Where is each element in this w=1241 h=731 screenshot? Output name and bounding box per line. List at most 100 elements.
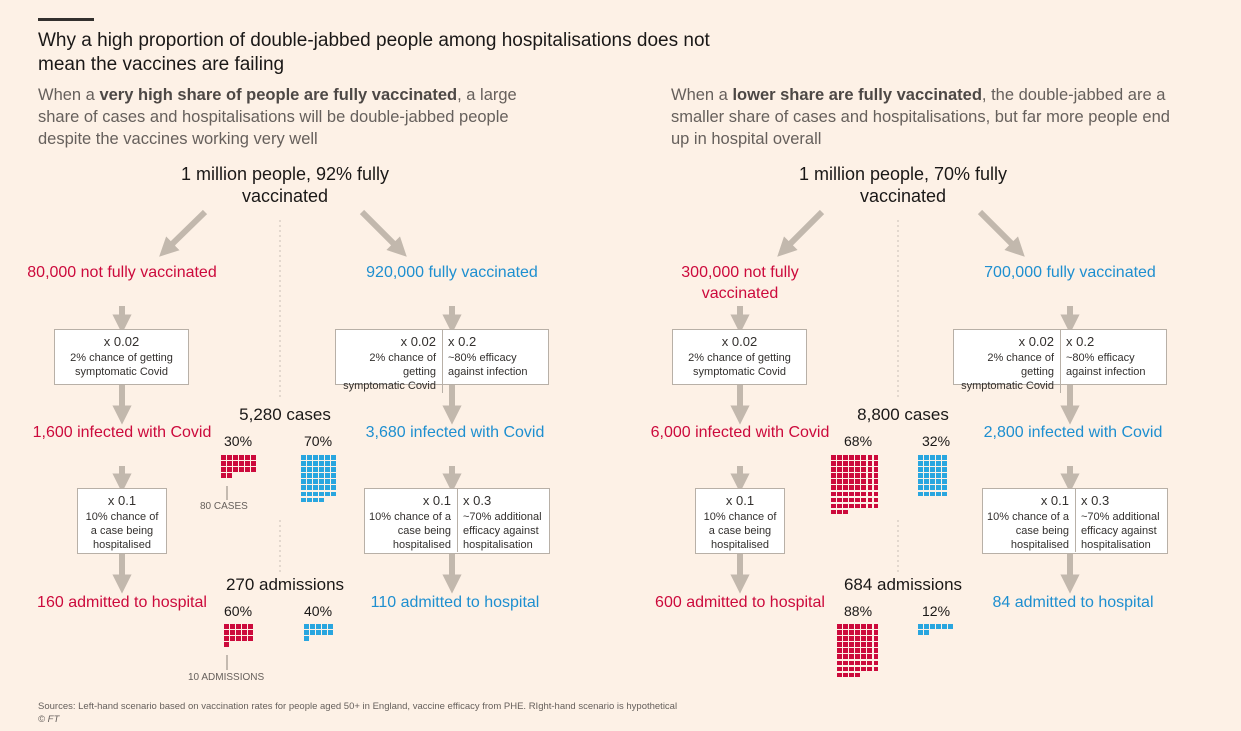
waffle-square	[924, 473, 929, 478]
waffle-square	[936, 479, 941, 484]
arrow-left-split-b	[359, 209, 407, 257]
waffle-square	[331, 491, 337, 497]
right-cases-header: 8,800 cases	[857, 405, 949, 424]
waffle-square	[873, 491, 879, 497]
waffle-square	[843, 672, 848, 678]
waffle-square	[855, 479, 860, 484]
waffle-square	[843, 461, 848, 466]
waffle-square	[328, 630, 333, 635]
multiplier: x 0.02	[400, 334, 436, 349]
waffle-square	[861, 666, 866, 672]
waffle-square	[924, 455, 929, 460]
waffle-square	[849, 654, 854, 660]
right-adm-vacc-pct: 12%	[922, 603, 951, 619]
arrow-right-split-a	[777, 209, 825, 257]
left-subtitle-bold: very high share of people are fully vacc…	[99, 86, 458, 104]
waffle-square	[855, 485, 860, 491]
waffle-square	[221, 455, 226, 460]
waffle-square	[301, 497, 306, 503]
multiplier-desc: ~80% efficacy against infection	[1066, 352, 1146, 378]
waffle-square	[873, 473, 879, 478]
left-not-vaccinated-group: 80,000 not fully vaccinated	[27, 264, 217, 281]
waffle-square	[313, 491, 318, 497]
waffle-square	[924, 630, 929, 635]
waffle-square	[918, 461, 923, 466]
waffle-square	[831, 473, 836, 478]
waffle-square	[230, 636, 235, 641]
waffle-square	[861, 660, 866, 666]
waffle-square	[242, 636, 247, 641]
waffle-square	[849, 461, 854, 466]
waffle-square	[855, 660, 860, 666]
waffle-square	[867, 648, 873, 653]
waffle-square	[837, 485, 842, 491]
waffle-square	[861, 648, 866, 653]
waffle-square	[301, 461, 306, 466]
left-unvacc-admitted: 160 admitted to hospital	[37, 594, 207, 611]
waffle-square	[924, 467, 929, 472]
left-cases-vacc-pct: 70%	[304, 433, 333, 449]
waffle-square	[236, 624, 241, 629]
multiplier: x 0.2	[1066, 334, 1095, 349]
right-cases-unvacc-pct: 68%	[844, 433, 873, 449]
multiplier-desc: 10% chance of a case being hospitalised	[703, 511, 777, 551]
waffle-square	[242, 630, 247, 635]
waffle-square	[861, 636, 866, 641]
left-vacc-infected: 3,680 infected with Covid	[365, 424, 545, 441]
waffle-square	[837, 636, 842, 641]
multiplier-desc: 10% chance of a case being hospitalised	[85, 511, 159, 551]
waffle-square	[849, 660, 854, 666]
left-cases-unvacc-pct: 30%	[224, 433, 253, 449]
waffle-square	[942, 467, 947, 472]
waffle-square	[867, 485, 873, 491]
waffle-square	[930, 479, 935, 484]
waffle-square	[843, 630, 848, 635]
waffle-square	[855, 473, 860, 478]
waffle-square	[325, 491, 330, 497]
waffle-square	[233, 461, 238, 466]
waffle-square	[936, 467, 941, 472]
waffle-square	[831, 455, 836, 460]
waffle-square	[837, 497, 842, 503]
waffle-square	[831, 503, 836, 509]
waffle-square	[867, 491, 873, 497]
waffle-square	[239, 467, 244, 472]
right-vacc-infection-box: x 0.02 2% chance of getting symptomatic …	[953, 329, 1167, 393]
waffle-square	[873, 648, 879, 653]
waffle-square	[855, 630, 860, 635]
waffle-square	[873, 503, 879, 509]
right-cases-vacc-waffle	[918, 455, 947, 497]
right-subtitle-pre: When a	[671, 86, 733, 104]
waffle-square	[861, 461, 867, 466]
waffle-square	[867, 624, 873, 629]
waffle-square	[849, 666, 854, 672]
waffle-square	[948, 624, 954, 629]
waffle-square	[251, 461, 257, 466]
waffle-square	[855, 503, 860, 509]
footer: Sources: Left-hand scenario based on vac…	[38, 700, 677, 726]
waffle-square	[936, 624, 941, 629]
waffle-square	[873, 666, 879, 672]
waffle-square	[325, 467, 330, 472]
waffle-square	[855, 636, 860, 641]
right-unvacc-hospital-box: x 0.1 10% chance of a case being hospita…	[695, 488, 785, 554]
waffle-square	[831, 485, 836, 491]
waffle-square	[861, 473, 867, 478]
chart-title: Why a high proportion of double-jabbed p…	[38, 30, 710, 75]
waffle-square	[843, 473, 848, 478]
left-unvacc-hospital-box: x 0.1 10% chance of a case being hospita…	[77, 488, 167, 554]
waffle-square	[867, 636, 873, 641]
waffle-square	[861, 624, 866, 629]
waffle-square	[918, 630, 923, 635]
waffle-square	[319, 467, 324, 472]
multiplier-desc: ~70% additional efficacy against hospita…	[1081, 511, 1160, 551]
waffle-square	[861, 455, 867, 460]
multiplier: x 0.3	[1081, 493, 1110, 508]
waffle-square	[849, 455, 854, 460]
waffle-square	[873, 636, 879, 641]
right-vacc-hospital-box: x 0.1 10% chance of a case being hospita…	[982, 488, 1168, 554]
left-cases-unvacc-waffle	[221, 455, 257, 478]
waffle-square	[867, 467, 873, 472]
right-unvacc-infection-box: x 0.02 2% chance of getting symptomatic …	[672, 329, 807, 385]
waffle-square	[316, 630, 321, 635]
